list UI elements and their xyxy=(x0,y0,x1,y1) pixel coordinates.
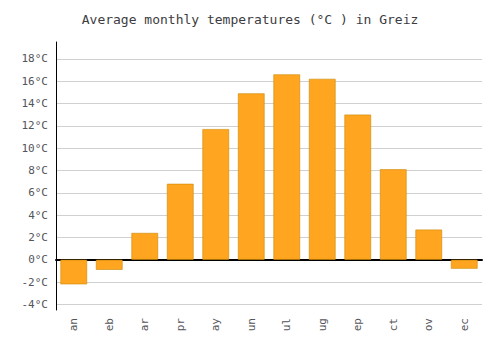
svg-text:12°C: 12°C xyxy=(22,119,49,132)
svg-text:2°C: 2°C xyxy=(28,231,48,244)
svg-text:-2°C: -2°C xyxy=(22,276,49,289)
svg-text:ec: ec xyxy=(458,318,471,331)
svg-text:un: un xyxy=(245,318,258,331)
svg-text:Average monthly temperatures (: Average monthly temperatures (°C ) in Gr… xyxy=(82,12,419,27)
svg-text:8°C: 8°C xyxy=(28,164,48,177)
svg-text:16°C: 16°C xyxy=(22,75,49,88)
svg-text:pr: pr xyxy=(174,318,187,332)
svg-text:18°C: 18°C xyxy=(22,52,49,65)
svg-text:eb: eb xyxy=(103,318,116,331)
svg-text:an: an xyxy=(67,318,80,331)
svg-text:ct: ct xyxy=(387,318,400,331)
svg-text:-4°C: -4°C xyxy=(22,298,49,311)
svg-text:ay: ay xyxy=(209,318,222,332)
svg-text:ug: ug xyxy=(316,318,329,331)
svg-text:0°C: 0°C xyxy=(28,253,48,266)
svg-text:4°C: 4°C xyxy=(28,209,48,222)
svg-text:10°C: 10°C xyxy=(22,142,49,155)
svg-text:ul: ul xyxy=(280,318,293,331)
svg-text:ov: ov xyxy=(422,318,435,332)
svg-text:ep: ep xyxy=(351,318,364,331)
svg-text:14°C: 14°C xyxy=(22,97,49,110)
svg-text:6°C: 6°C xyxy=(28,186,48,199)
svg-text:ar: ar xyxy=(138,318,151,332)
